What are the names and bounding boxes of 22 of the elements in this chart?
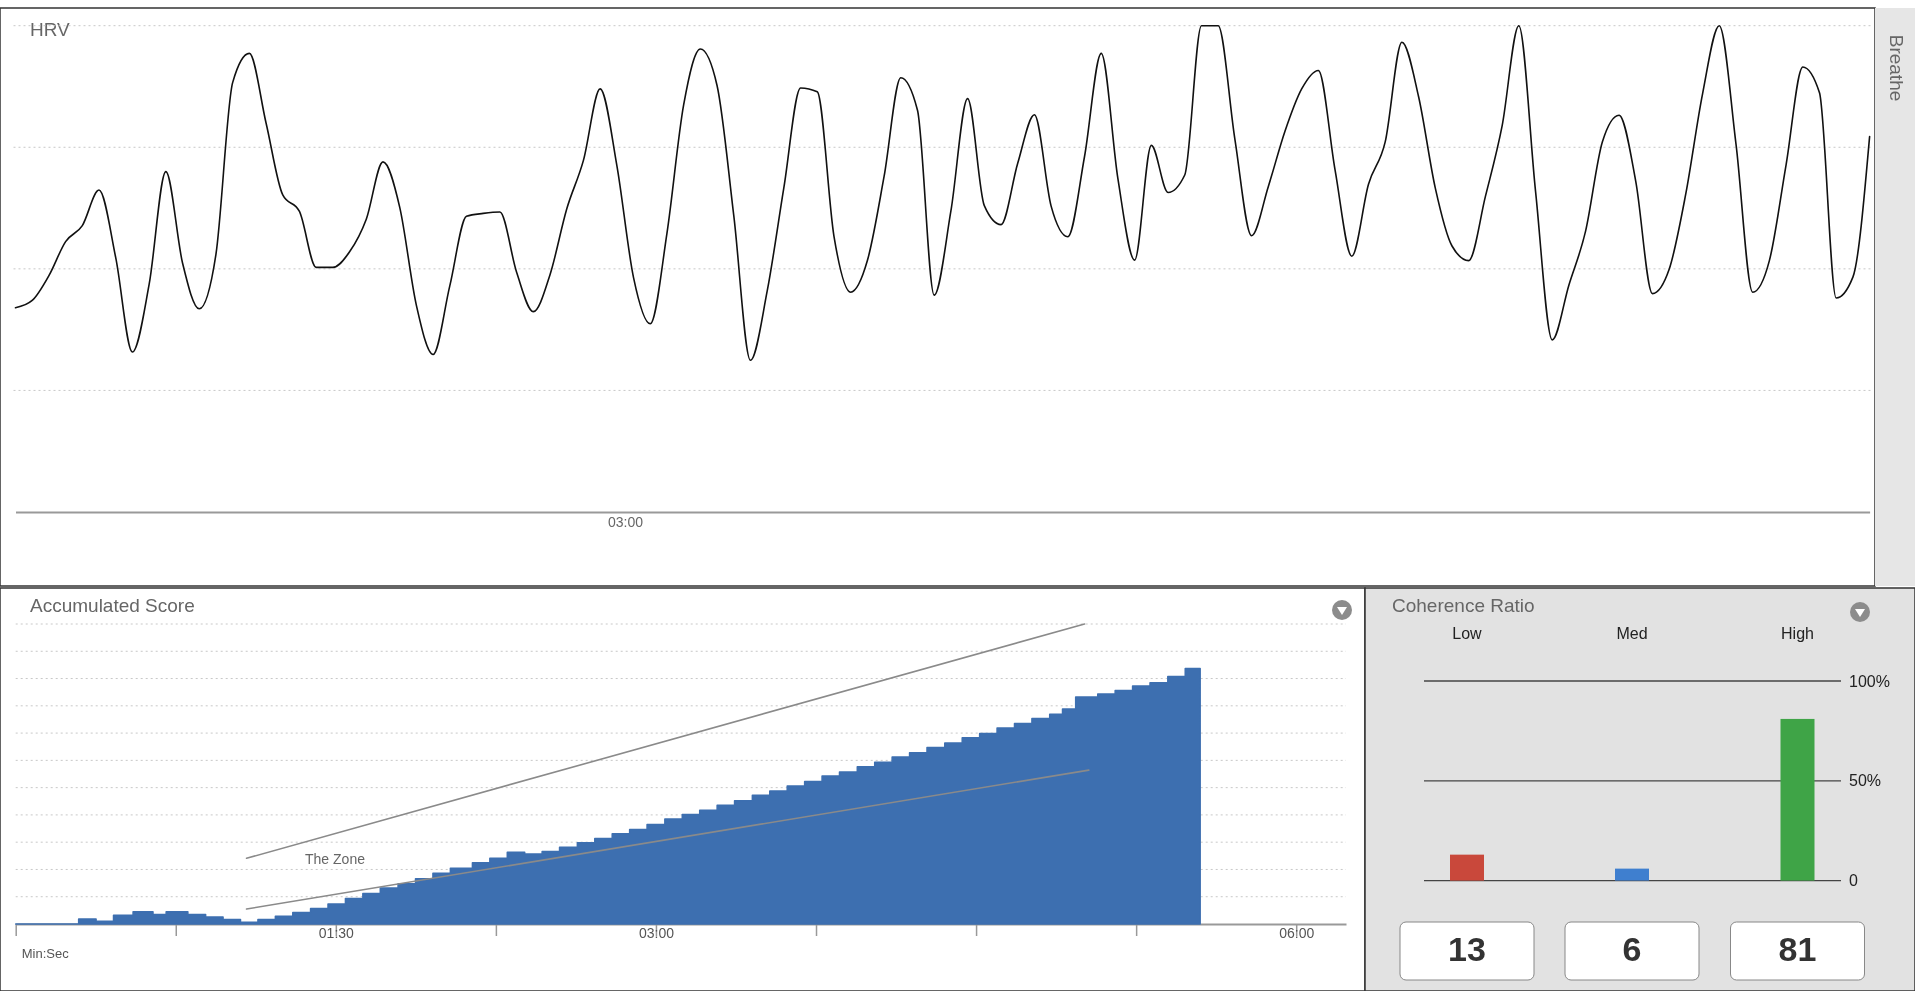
chart-title: Coherence Ratio	[1392, 595, 1535, 616]
y-tick-label: 0	[1849, 872, 1858, 890]
bar	[1450, 854, 1484, 881]
data-label: 13	[1448, 929, 1486, 968]
x-tick-label: Med	[1616, 625, 1648, 642]
annotation: The Zone	[305, 851, 366, 867]
bar	[1615, 868, 1649, 881]
data-label: 81	[1778, 929, 1817, 968]
chart-title: HRV	[30, 19, 71, 40]
x-tick-label: 06:00	[1279, 924, 1315, 941]
text: Breathe	[1885, 34, 1907, 102]
text: 03:00	[608, 514, 644, 530]
bar	[1780, 718, 1815, 881]
y-tick-label: 50%	[1849, 772, 1882, 790]
chart-title: Accumulated Score	[30, 595, 195, 616]
x-tick-label: Low	[1452, 625, 1483, 642]
x-axis-title: Min:Sec	[21, 946, 70, 961]
x-tick-label: 01:30	[318, 924, 355, 941]
y-tick-label: 100%	[1849, 672, 1890, 690]
x-tick-label: High	[1781, 625, 1814, 642]
x-tick-label: 03:00	[638, 924, 675, 941]
data-label: 6	[1622, 929, 1642, 968]
